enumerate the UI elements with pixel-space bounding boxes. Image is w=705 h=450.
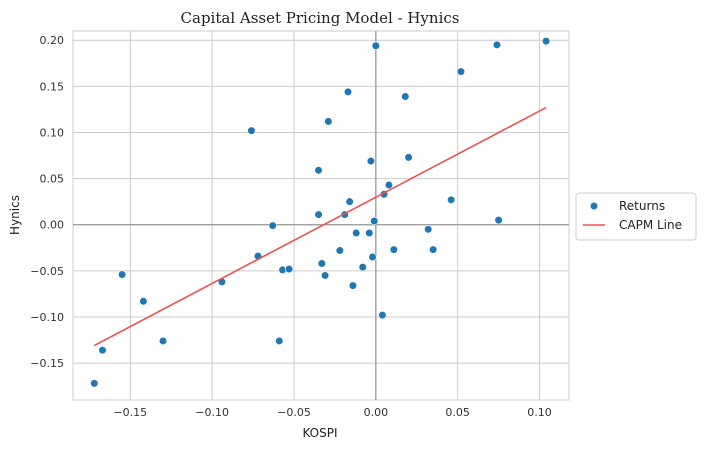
scatter-point: [139, 297, 148, 306]
x-tick-labels: −0.15 −0.10 −0.05 0.00 0.05 0.10: [113, 406, 551, 419]
x-tick-label: −0.15: [113, 406, 147, 419]
x-tick-label: 0.10: [527, 406, 552, 419]
scatter-point: [389, 245, 398, 254]
y-tick-label: 0.15: [40, 80, 65, 93]
scatter-point: [352, 228, 361, 238]
scatter-point: [365, 228, 374, 238]
legend: Returns CAPM Line: [575, 192, 697, 241]
scatter-point: [320, 271, 330, 280]
capm-regression-line: [93, 106, 547, 347]
scatter-point: [371, 41, 380, 50]
scatter-point: [541, 37, 551, 46]
legend-frame: [575, 192, 697, 241]
x-tick-label: −0.10: [195, 406, 229, 419]
x-tick-label: 0.00: [364, 406, 389, 419]
scatter-point: [358, 263, 367, 272]
x-tick-label: 0.05: [445, 406, 470, 419]
scatter-point: [348, 281, 358, 290]
scatter-point: [343, 87, 353, 96]
scatter-point: [118, 270, 127, 279]
legend-marker-returns: [589, 201, 599, 211]
reference-lines: [73, 31, 569, 400]
scatter-point: [314, 210, 323, 219]
y-tick-label: 0.00: [40, 219, 65, 232]
scatter-point: [494, 216, 503, 225]
scatter-point: [275, 336, 284, 346]
legend-label-capm-line: CAPM Line: [619, 218, 682, 232]
y-tick-label: 0.10: [40, 126, 65, 139]
y-tick-label: 0.05: [40, 173, 65, 186]
scatter-point: [378, 311, 387, 320]
scatter-point: [401, 92, 410, 101]
scatter-point: [284, 264, 294, 274]
scatter-point: [317, 259, 326, 268]
scatter-point: [335, 246, 344, 255]
scatter-point: [368, 252, 377, 262]
scatter-point: [98, 346, 107, 355]
legend-label-returns: Returns: [619, 199, 665, 213]
scatter-point: [158, 336, 168, 346]
x-tick-label: −0.05: [277, 406, 311, 419]
y-axis-label: Hynics: [8, 195, 22, 235]
y-tick-labels: −0.15 −0.10 −0.05 0.00 0.05 0.10 0.15 0.20: [30, 34, 64, 370]
scatter-point: [492, 40, 502, 49]
y-tick-label: −0.10: [30, 311, 64, 324]
scatter-point: [345, 197, 354, 206]
scatter-point: [90, 379, 99, 388]
scatter-point: [366, 156, 376, 166]
y-tick-label: −0.05: [30, 265, 64, 278]
y-tick-label: 0.20: [40, 34, 65, 47]
scatter-point: [247, 126, 256, 135]
scatter-point: [314, 166, 323, 175]
scatter-point: [324, 117, 333, 126]
data-marks: [90, 37, 551, 388]
y-tick-label: −0.15: [30, 357, 64, 370]
scatter-point: [370, 216, 379, 226]
chart-title: Capital Asset Pricing Model - Hynics: [181, 9, 460, 27]
scatter-point: [384, 180, 394, 190]
scatter-point: [456, 67, 466, 76]
scatter-point: [404, 153, 413, 162]
x-axis-label: KOSPI: [302, 426, 337, 440]
scatter-point: [424, 225, 433, 234]
scatter-point: [429, 245, 438, 254]
scatter-point: [447, 195, 456, 204]
scatter-point: [268, 221, 277, 230]
